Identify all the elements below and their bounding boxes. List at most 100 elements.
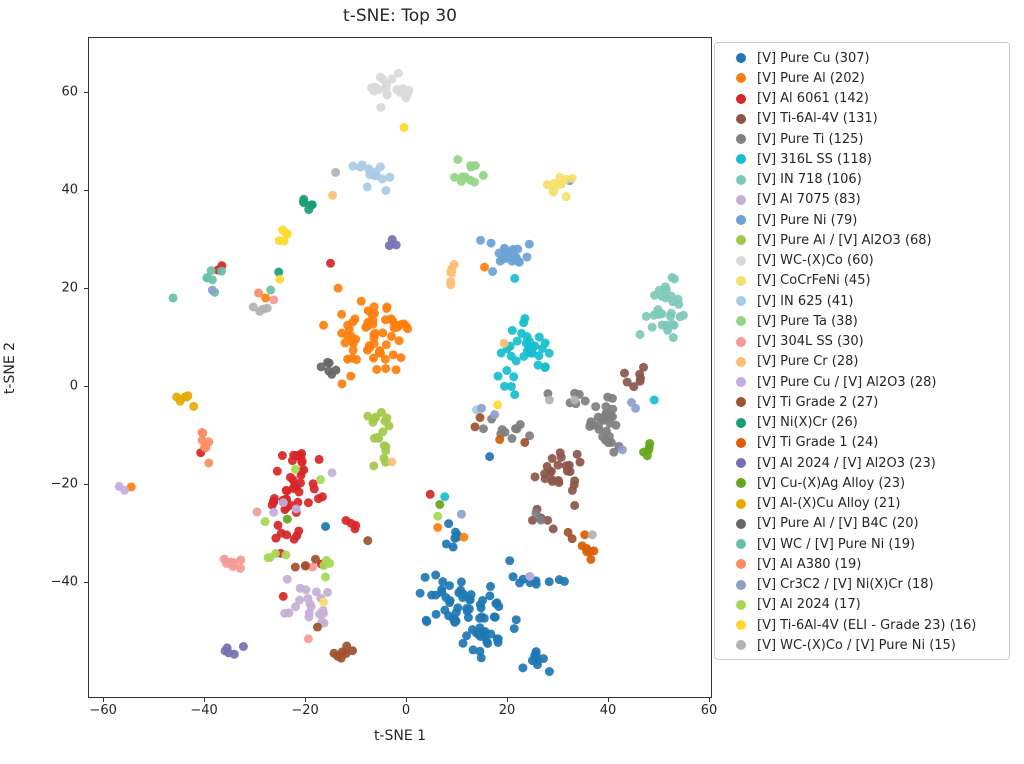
data-point xyxy=(367,83,377,93)
legend-item-label: [V] Ti-6Al-4V (ELI - Grade 23) (16) xyxy=(757,617,977,633)
legend-item-label: [V] IN 718 (106) xyxy=(757,172,862,188)
legend-marker-icon xyxy=(736,437,746,448)
data-point xyxy=(668,319,678,329)
legend-item-label: [V] Pure Ti (125) xyxy=(757,131,864,147)
data-point xyxy=(267,500,277,510)
data-point xyxy=(272,466,282,476)
x-tick-label: 20 xyxy=(498,703,516,718)
data-point xyxy=(450,172,460,182)
data-point xyxy=(207,285,217,295)
data-point xyxy=(626,397,636,407)
legend-item: [V] Al 2024 / [V] Al2O3 (23) xyxy=(725,453,1009,473)
data-point xyxy=(580,530,590,540)
data-point xyxy=(476,235,486,245)
data-point xyxy=(499,338,509,348)
data-point xyxy=(591,402,601,412)
data-point xyxy=(263,553,273,563)
data-point xyxy=(348,345,358,355)
data-point xyxy=(500,381,510,391)
data-point xyxy=(649,310,659,320)
y-tick-mark xyxy=(84,581,88,584)
data-point xyxy=(316,362,326,372)
data-point xyxy=(271,533,281,543)
legend-item: [V] WC-(X)Co (60) xyxy=(725,251,1009,271)
legend-item-label: [V] IN 625 (41) xyxy=(757,293,854,309)
data-point xyxy=(394,336,404,346)
legend-marker-icon xyxy=(736,296,746,307)
legend-marker-icon xyxy=(736,215,746,226)
data-point xyxy=(255,306,265,316)
legend-item-label: [V] Al 6061 (142) xyxy=(757,91,869,107)
data-point xyxy=(521,338,531,348)
data-point xyxy=(337,379,347,389)
legend-marker-icon xyxy=(736,316,746,327)
y-tick-label: 0 xyxy=(69,378,78,394)
data-point xyxy=(522,252,532,262)
data-point xyxy=(617,445,627,455)
data-point xyxy=(493,400,503,410)
plot-area xyxy=(88,37,712,698)
data-point xyxy=(333,283,343,293)
x-tick-mark xyxy=(406,698,408,702)
legend-item: [V] Pure Cr (28) xyxy=(725,352,1009,372)
data-point xyxy=(587,530,597,540)
legend-item-label: [V] Ti Grade 1 (24) xyxy=(757,435,879,451)
scatter-points-layer xyxy=(114,68,688,677)
data-point xyxy=(375,346,385,356)
data-point xyxy=(329,648,339,658)
data-point xyxy=(525,348,535,358)
data-point xyxy=(527,515,537,525)
data-point xyxy=(236,555,246,565)
data-point xyxy=(532,656,542,666)
data-point xyxy=(236,563,245,573)
data-point xyxy=(325,558,335,568)
data-point xyxy=(282,530,292,540)
data-point xyxy=(315,475,325,485)
data-point xyxy=(570,500,580,510)
legend-item-label: [V] CoCrFeNi (45) xyxy=(757,273,871,289)
legend-item-label: [V] Pure Cr (28) xyxy=(757,354,859,370)
data-point xyxy=(365,343,375,353)
series--v-ni-x-cr xyxy=(274,194,317,277)
data-point xyxy=(381,83,391,93)
data-point xyxy=(204,458,214,468)
data-point xyxy=(402,90,412,100)
y-tick-mark xyxy=(84,91,88,94)
data-point xyxy=(350,314,360,324)
data-point xyxy=(304,612,314,622)
data-point xyxy=(321,572,331,582)
data-point xyxy=(281,486,291,495)
data-point xyxy=(622,377,632,387)
data-point xyxy=(382,413,392,423)
x-tick-mark xyxy=(204,698,206,702)
y-tick-mark xyxy=(84,287,88,290)
data-point xyxy=(341,516,351,525)
data-point xyxy=(476,603,486,613)
data-point xyxy=(642,451,652,461)
data-point xyxy=(386,314,396,324)
x-tick-label: 0 xyxy=(401,703,411,718)
data-point xyxy=(289,450,299,460)
x-tick-label: 40 xyxy=(599,703,617,718)
data-point xyxy=(509,624,519,634)
series--v-ti-grade-2 xyxy=(290,413,577,663)
data-point xyxy=(462,631,472,641)
data-point xyxy=(319,597,329,607)
data-point xyxy=(492,634,502,644)
series--v-pure-al xyxy=(126,262,490,542)
y-tick-label: −20 xyxy=(50,476,78,492)
series--v-pure-cr xyxy=(328,190,509,467)
data-point xyxy=(254,288,264,298)
data-point xyxy=(371,167,381,177)
legend-item: [V] Ti Grade 2 (27) xyxy=(725,392,1009,412)
data-point xyxy=(470,422,480,432)
data-point xyxy=(337,309,347,319)
data-point xyxy=(197,428,207,437)
data-point xyxy=(512,336,522,346)
data-point xyxy=(425,489,435,499)
legend-item: [V] Pure Ta (38) xyxy=(725,311,1009,331)
data-point xyxy=(514,257,524,267)
legend-marker-icon xyxy=(736,458,746,469)
data-point xyxy=(296,478,306,488)
data-point xyxy=(490,410,500,420)
